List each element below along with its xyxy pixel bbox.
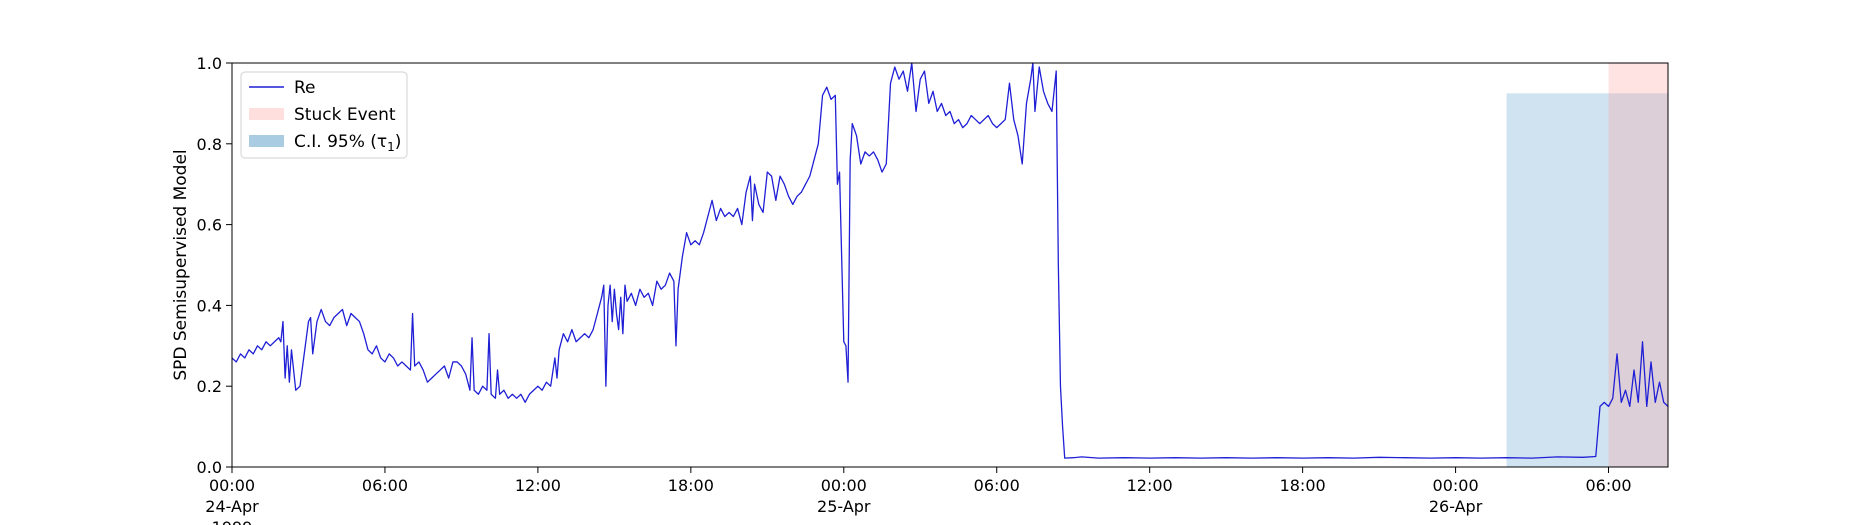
axes: 0.00.20.40.60.81.000:0024-Apr199906:0012… [197,54,1669,525]
y-tick-label: 1.0 [197,54,222,73]
legend-label: Stuck Event [294,105,396,125]
region-stuck-event [1608,63,1668,467]
x-tick-date-label: 25-Apr [817,497,871,516]
legend-label: Re [294,78,316,98]
legend-label-end: ) [395,132,402,152]
x-tick-label: 06:00 [1585,476,1631,495]
x-tick-label: 12:00 [515,476,561,495]
x-tick-year-label: 1999 [212,518,253,525]
region-confidence-interval [1506,93,1668,468]
y-tick-label: 0.6 [197,216,222,235]
legend-label: C.I. 95% (τ1) [294,132,401,154]
y-axis-label: SPD Semisupervised Model [171,149,191,380]
y-tick-label: 0.4 [197,296,222,315]
x-tick-label: 06:00 [362,476,408,495]
legend-label-subscript: 1 [387,140,395,154]
shaded-regions [1506,63,1668,468]
series-line-re [231,62,1669,459]
x-tick-date-label: 26-Apr [1429,497,1483,516]
x-tick-label: 00:00 [209,476,255,495]
x-tick-label: 18:00 [1280,476,1326,495]
y-tick-label: 0.0 [197,458,222,477]
legend-swatch-patch [249,135,284,147]
x-tick-label: 00:00 [821,476,867,495]
x-tick-label: 06:00 [974,476,1020,495]
x-tick-label: 18:00 [668,476,714,495]
x-tick-date-label: 24-Apr [205,497,259,516]
y-tick-label: 0.2 [197,377,222,396]
y-tick-label: 0.8 [197,135,222,154]
legend-swatch-patch [249,108,284,120]
series-layer [231,62,1669,459]
legend: Re Stuck Event C.I. 95% (τ1) [240,71,408,159]
x-tick-label: 00:00 [1433,476,1479,495]
x-tick-label: 12:00 [1127,476,1173,495]
plot-frame [231,62,1669,468]
